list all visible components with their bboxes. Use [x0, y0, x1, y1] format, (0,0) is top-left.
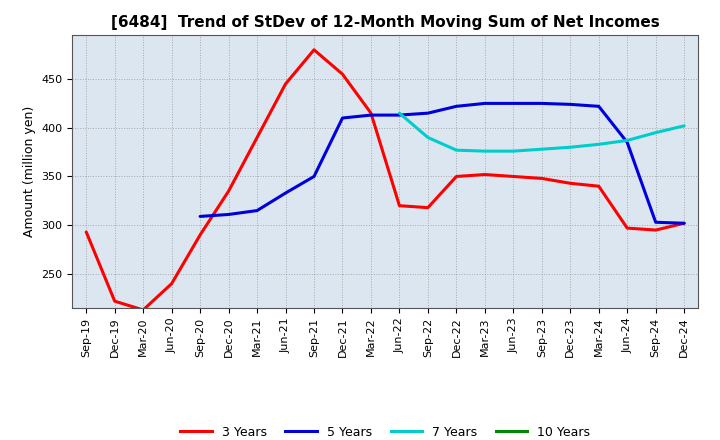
- Line: 5 Years: 5 Years: [200, 103, 684, 223]
- 7 Years: [652, 130, 660, 135]
- 3 Years: [423, 205, 432, 210]
- 5 Years: [366, 113, 375, 118]
- 7 Years: [423, 135, 432, 140]
- 3 Years: [338, 72, 347, 77]
- 7 Years: [395, 110, 404, 116]
- 3 Years: [537, 176, 546, 181]
- Y-axis label: Amount (million yen): Amount (million yen): [22, 106, 35, 237]
- 3 Years: [196, 232, 204, 238]
- 3 Years: [366, 110, 375, 116]
- 5 Years: [623, 140, 631, 145]
- 5 Years: [452, 104, 461, 109]
- 5 Years: [225, 212, 233, 217]
- 5 Years: [423, 110, 432, 116]
- 3 Years: [480, 172, 489, 177]
- 5 Years: [566, 102, 575, 107]
- 5 Years: [652, 220, 660, 225]
- 3 Years: [452, 174, 461, 179]
- 3 Years: [310, 47, 318, 52]
- 3 Years: [595, 183, 603, 189]
- Title: [6484]  Trend of StDev of 12-Month Moving Sum of Net Incomes: [6484] Trend of StDev of 12-Month Moving…: [111, 15, 660, 30]
- 5 Years: [537, 101, 546, 106]
- 5 Years: [595, 104, 603, 109]
- 3 Years: [139, 307, 148, 312]
- Line: 7 Years: 7 Years: [400, 113, 684, 151]
- 5 Years: [253, 208, 261, 213]
- 5 Years: [196, 214, 204, 219]
- 3 Years: [167, 281, 176, 286]
- 3 Years: [680, 220, 688, 226]
- Legend: 3 Years, 5 Years, 7 Years, 10 Years: 3 Years, 5 Years, 7 Years, 10 Years: [176, 421, 595, 440]
- 3 Years: [82, 229, 91, 235]
- 3 Years: [282, 81, 290, 87]
- 3 Years: [652, 227, 660, 233]
- 5 Years: [282, 191, 290, 196]
- 3 Years: [566, 181, 575, 186]
- 7 Years: [452, 147, 461, 153]
- 3 Years: [395, 203, 404, 208]
- 7 Years: [509, 149, 518, 154]
- 5 Years: [310, 174, 318, 179]
- 3 Years: [509, 174, 518, 179]
- 5 Years: [338, 115, 347, 121]
- 5 Years: [395, 113, 404, 118]
- 7 Years: [680, 123, 688, 128]
- 3 Years: [623, 225, 631, 231]
- 5 Years: [509, 101, 518, 106]
- 7 Years: [595, 142, 603, 147]
- 7 Years: [566, 145, 575, 150]
- 3 Years: [110, 298, 119, 304]
- 7 Years: [480, 149, 489, 154]
- 7 Years: [537, 147, 546, 152]
- 3 Years: [225, 188, 233, 194]
- 7 Years: [623, 138, 631, 143]
- 5 Years: [680, 220, 688, 226]
- Line: 3 Years: 3 Years: [86, 50, 684, 310]
- 3 Years: [253, 135, 261, 140]
- 5 Years: [480, 101, 489, 106]
